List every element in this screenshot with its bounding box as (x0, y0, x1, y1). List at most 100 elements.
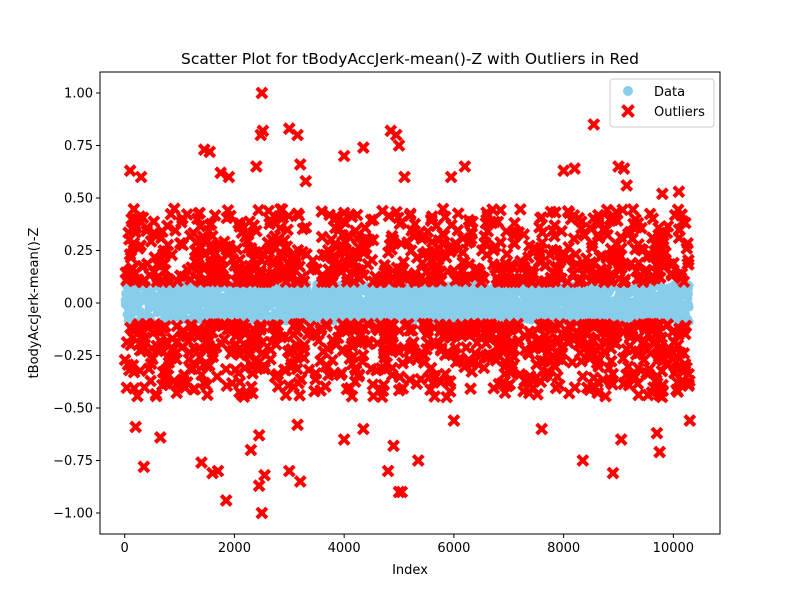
outlier-point (671, 362, 685, 376)
outlier-point (372, 273, 386, 287)
data-point (252, 296, 261, 305)
outlier-point (153, 430, 167, 444)
outlier-point (374, 317, 388, 331)
outlier-point (644, 323, 658, 337)
data-point (563, 297, 572, 306)
outlier-point (190, 263, 203, 277)
data-point (383, 303, 391, 311)
outlier-point (124, 267, 138, 281)
outlier-point (507, 342, 520, 356)
data-point (436, 288, 445, 297)
outlier-point (290, 324, 304, 338)
outlier-point (646, 250, 660, 264)
legend-marker-outliers (621, 104, 635, 118)
outlier-point (480, 320, 493, 334)
outlier-point (242, 349, 256, 363)
y-tick-label: 1.00 (64, 87, 93, 102)
outlier-point (140, 317, 154, 331)
outlier-point (291, 128, 304, 142)
outlier-point (461, 236, 475, 250)
outlier-point (647, 381, 660, 394)
outlier-point (200, 359, 214, 373)
data-point (311, 296, 320, 305)
data-point (449, 297, 458, 306)
outlier-point (134, 239, 148, 252)
outlier-point (269, 338, 283, 351)
outlier-point (622, 378, 636, 392)
outlier-point (614, 433, 628, 446)
outlier-point (395, 485, 409, 499)
outlier-point (266, 254, 280, 268)
outlier-point (660, 358, 674, 372)
data-point (242, 307, 251, 316)
data-point (466, 301, 475, 310)
outlier-point (561, 204, 575, 218)
outlier-point (255, 86, 269, 100)
outlier-point (133, 210, 147, 223)
outlier-point (155, 252, 168, 266)
plot-points (118, 86, 697, 520)
outlier-point (340, 274, 354, 288)
outlier-point (592, 353, 606, 366)
data-point (159, 307, 168, 316)
outlier-point (396, 381, 410, 395)
outlier-point (549, 381, 563, 395)
outlier-point (421, 336, 435, 350)
data-point (653, 296, 662, 305)
outlier-point (637, 334, 651, 348)
outlier-point (646, 336, 660, 350)
data-point (453, 288, 461, 297)
outlier-point (632, 256, 646, 270)
outlier-point (437, 235, 451, 249)
outlier-point (425, 271, 439, 285)
outlier-point (430, 263, 444, 277)
x-tick-label: 10000 (653, 541, 694, 556)
x-axis: 0 2000 4000 6000 8000 10000 (121, 534, 694, 556)
data-point (505, 299, 514, 308)
outlier-point (595, 249, 609, 263)
outlier-point (144, 234, 158, 248)
outlier-point (602, 361, 616, 375)
outlier-point (636, 275, 650, 289)
outlier-point (170, 274, 184, 288)
outlier-point (597, 345, 611, 358)
outlier-point (601, 228, 614, 242)
series-outliers (118, 86, 697, 520)
outlier-point (381, 464, 395, 478)
data-point (524, 308, 533, 317)
outlier-point (184, 362, 198, 376)
outlier-point (398, 170, 411, 184)
data-point (258, 291, 267, 300)
data-point (573, 310, 582, 319)
outlier-point (462, 326, 476, 340)
outlier-point (632, 345, 646, 358)
data-point (274, 293, 283, 302)
data-point (401, 287, 410, 296)
outlier-point (135, 343, 149, 357)
outlier-point (309, 372, 323, 386)
outlier-point (123, 164, 137, 178)
x-tick-label: 6000 (437, 541, 470, 556)
outlier-point (576, 321, 590, 335)
y-tick-label: 0.75 (64, 139, 93, 154)
outlier-point (492, 321, 505, 334)
data-point (631, 299, 640, 308)
outlier-point (510, 272, 523, 286)
outlier-point (161, 238, 175, 252)
outlier-point (244, 443, 258, 457)
data-point (485, 310, 494, 318)
outlier-point (447, 414, 461, 428)
outlier-point (409, 346, 423, 360)
outlier-point (404, 207, 417, 221)
outlier-point (424, 213, 438, 226)
outlier-point (247, 253, 261, 266)
outlier-point (195, 456, 208, 470)
outlier-point (335, 366, 349, 380)
outlier-point (135, 275, 149, 289)
outlier-point (683, 414, 697, 428)
outlier-point (215, 272, 229, 286)
outlier-point (395, 268, 408, 282)
data-point (584, 307, 593, 316)
outlier-point (136, 259, 150, 273)
legend-marker-data (623, 86, 633, 96)
